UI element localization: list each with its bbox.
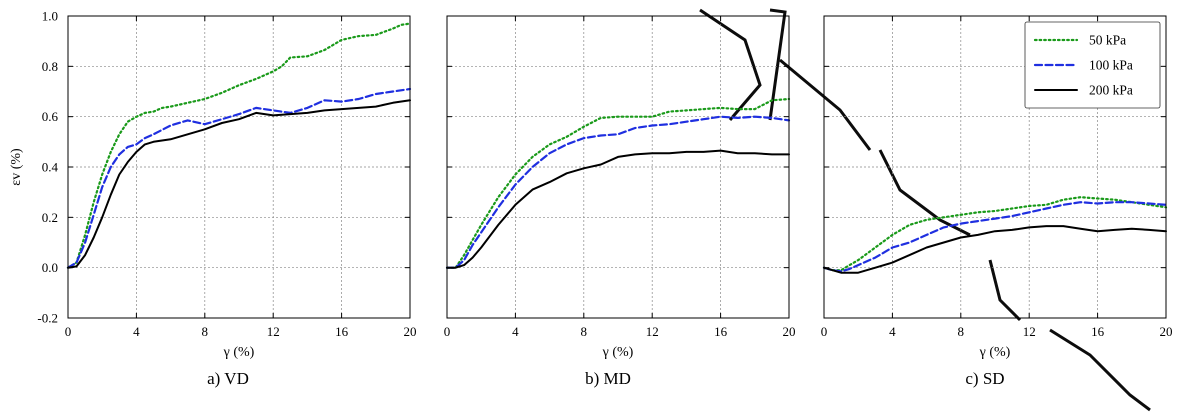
y-axis-label: εv (%): [9, 148, 24, 186]
legend: 50 kPa 100 kPa 200 kPa: [1024, 21, 1161, 109]
series-line-100-kpa: [445, 115, 791, 269]
series-line-50-kpa: [66, 22, 412, 269]
y-tick-label: 0.8: [42, 59, 58, 74]
x-tick-label: 8: [958, 324, 965, 339]
x-tick-label: 0: [444, 324, 451, 339]
x-axis-label: γ (%): [223, 345, 255, 360]
panel-caption: c) SD: [965, 369, 1004, 388]
y-tick-label: 1.0: [42, 9, 58, 24]
plot-frame: [67, 15, 411, 319]
watermark: [699, 8, 1151, 412]
legend-label: 100 kPa: [1089, 58, 1133, 73]
x-tick-label: 20: [783, 324, 796, 339]
x-tick-label: 16: [714, 324, 728, 339]
series-line-100-kpa: [66, 87, 412, 269]
y-tick-label: 0.0: [42, 260, 58, 275]
x-tick-label: 8: [202, 324, 209, 339]
x-tick-label: 12: [646, 324, 659, 339]
x-tick-label: 4: [512, 324, 519, 339]
y-tick-label: 0.4: [42, 160, 59, 175]
series-line-200-kpa: [446, 149, 790, 269]
x-tick-label: 20: [1160, 324, 1173, 339]
panel-b: 0 4 8 12 16 20 γ (%) b) MD: [444, 15, 796, 388]
panel-caption: b) MD: [585, 369, 631, 388]
series-line-200-kpa: [67, 99, 411, 269]
y-tick-label: -0.2: [37, 311, 58, 326]
y-tick-label: 0.6: [42, 109, 59, 124]
x-tick-label: 16: [1091, 324, 1105, 339]
legend-box: [1024, 21, 1161, 109]
plot-frame: [446, 15, 790, 319]
x-tick-label: 8: [581, 324, 588, 339]
series-line-50-kpa: [445, 97, 791, 269]
x-tick-label: 0: [65, 324, 72, 339]
x-tick-label: 0: [821, 324, 828, 339]
x-tick-label: 12: [267, 324, 280, 339]
panel-c: 0 4 8 12 16 20 γ (%) c) SD 50 kPa 100 kPa 200 kPa: [821, 15, 1173, 388]
series-line-100-kpa: [822, 201, 1168, 273]
x-tick-label: 4: [133, 324, 140, 339]
x-axis-label: γ (%): [602, 345, 634, 360]
legend-label: 200 kPa: [1089, 83, 1133, 98]
series-line-200-kpa: [823, 225, 1167, 274]
x-tick-label: 4: [889, 324, 896, 339]
series-line-50-kpa: [822, 196, 1168, 272]
legend-label: 50 kPa: [1089, 33, 1126, 48]
panel-caption: a) VD: [207, 369, 249, 388]
x-axis-label: γ (%): [979, 345, 1011, 360]
x-tick-label: 20: [404, 324, 417, 339]
x-tick-label: 16: [335, 324, 349, 339]
panel-a: 0 4 8 12 16 20 -0.2 0.0 0.2 0.4 0.6 0.8 1.0 γ (%) εv (…: [9, 9, 417, 389]
y-tick-label: 0.2: [42, 210, 58, 225]
x-tick-label: 12: [1023, 324, 1036, 339]
